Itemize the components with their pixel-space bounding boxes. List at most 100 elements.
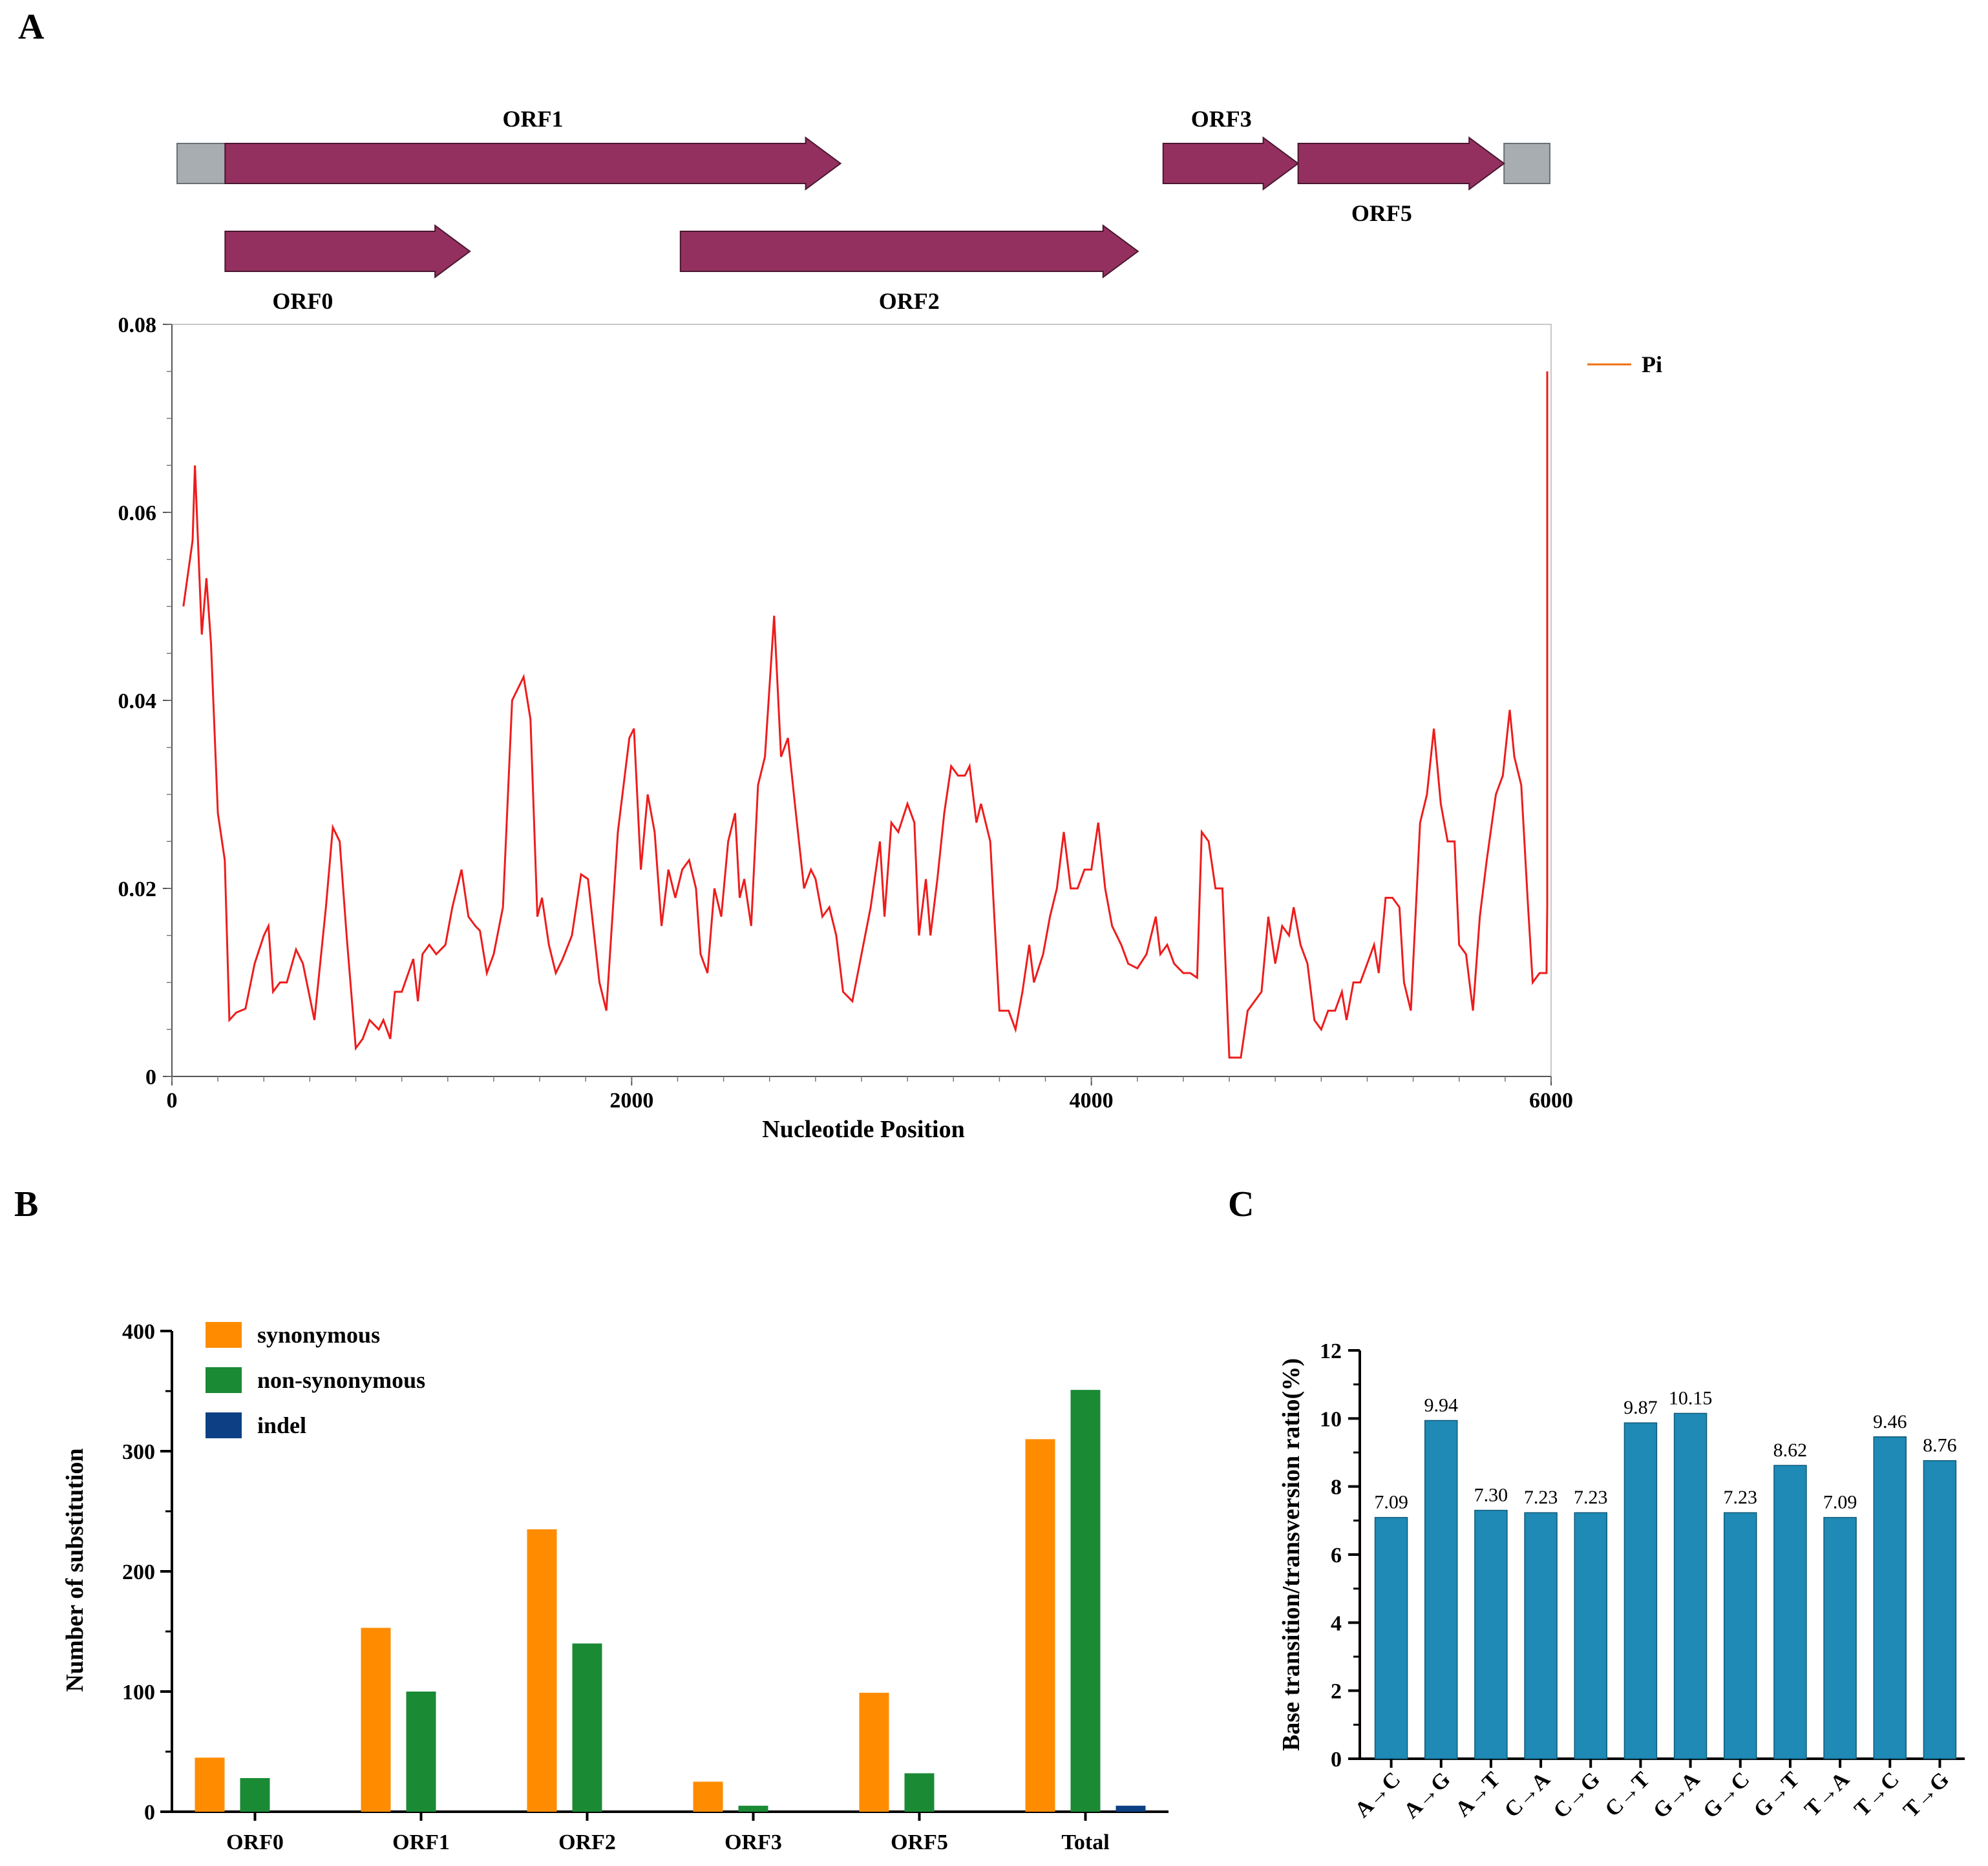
sub-x-tick-label: ORF5 [891,1830,948,1854]
orf-label-orf3: ORF3 [1191,106,1252,132]
tr-x-tick-label: A→C [1350,1767,1405,1822]
tr-x-tick-label: T→G [1899,1767,1954,1822]
tr-data-label: 9.87 [1623,1397,1658,1418]
tr-x-tick-label: G→A [1649,1767,1705,1823]
sub-y-tick-label: 300 [122,1440,155,1464]
tr-data-label: 8.62 [1773,1440,1808,1461]
bar-synonymous-orf3 [693,1781,723,1812]
pi-x-tick-label: 4000 [1070,1089,1114,1113]
legend-swatch-indel [206,1412,242,1438]
sub-x-tick-label: Total [1061,1830,1109,1854]
genome-map: ORF1 ORF0 ORF2 ORF3 ORF5 [176,106,1550,314]
pi-y-tick-label: 0 [145,1065,156,1089]
bar-synonymous-orf2 [527,1529,557,1812]
orf-arrow-orf0 [224,224,471,278]
bar-synonymous-total [1025,1439,1055,1812]
tr-bar-7 [1724,1512,1757,1759]
sub-x-tick-label: ORF1 [392,1830,450,1854]
tr-y-tick-label: 0 [1331,1748,1342,1772]
tr-bar-1 [1424,1420,1458,1759]
bar-indel-total [1116,1805,1146,1812]
tr-bar-0 [1374,1516,1408,1759]
tr-data-label: 9.94 [1424,1394,1459,1416]
tr-bar-11 [1923,1460,1957,1759]
tr-y-tick-label: 10 [1320,1407,1342,1431]
tr-x-tick-label: G→T [1750,1767,1804,1822]
tr-data-label: 7.23 [1574,1487,1608,1508]
bar-non-synonymous-orf0 [240,1777,270,1812]
transition-chart: 0 2 4 6 8 10 12 7.09 A→C 9.94 A→G 7.30 A→T 7.23 C→A 7.… [1278,1339,1965,1823]
pi-y-tick-label: 0.08 [118,313,157,337]
pi-x-tick-label: 6000 [1529,1089,1573,1113]
tr-data-label: 7.23 [1524,1487,1558,1508]
bar-synonymous-orf0 [195,1757,225,1812]
tr-y-tick-label: 4 [1331,1611,1342,1635]
tr-x-tick-label: T→C [1850,1767,1904,1821]
orf-label-orf1: ORF1 [502,106,563,132]
pi-series-line [182,371,1549,1059]
pi-legend-label: Pi [1642,351,1662,377]
tr-x-tick-label: G→C [1698,1767,1754,1823]
tr-y-tick-label: 6 [1331,1544,1342,1567]
sub-y-axis-title: Number of substitution [61,1448,89,1692]
sub-y-tick-label: 0 [144,1801,155,1825]
legend-swatch-non-synonymous [206,1367,242,1393]
orf-arrow-orf3 [1162,136,1300,191]
panel-label-c: C [1228,1184,1254,1224]
tr-bar-8 [1773,1465,1807,1759]
tr-bar-3 [1524,1512,1558,1759]
sub-y-tick-label: 200 [122,1560,155,1584]
pi-y-tick-label: 0.04 [118,689,157,713]
pi-y-tick-label: 0.02 [118,877,157,901]
tr-x-tick-label: C→G [1549,1767,1605,1823]
panel-label-a: A [18,7,45,47]
utr-box-2 [1503,143,1550,184]
tr-x-tick-label: C→A [1500,1767,1555,1822]
pi-y-tick-label: 0.06 [118,501,157,525]
bar-non-synonymous-total [1070,1390,1101,1812]
panel-label-b: B [14,1184,38,1224]
pi-x-axis-title: Nucleotide Position [762,1116,964,1143]
tr-bar-4 [1574,1512,1607,1759]
legend-label-indel: indel [257,1412,306,1438]
tr-data-label: 7.23 [1724,1487,1758,1508]
tr-x-tick-label: T→A [1800,1767,1854,1821]
legend-label-non-synonymous: non-synonymous [257,1367,425,1393]
tr-x-tick-label: A→T [1451,1767,1505,1821]
sub-x-tick-label: ORF2 [558,1830,616,1854]
tr-data-label: 7.09 [1823,1492,1857,1513]
tr-data-label: 9.46 [1873,1411,1907,1432]
sub-x-tick-label: ORF0 [226,1830,284,1854]
tr-data-label: 10.15 [1669,1387,1713,1409]
tr-bar-10 [1873,1436,1907,1759]
tr-data-label: 8.76 [1923,1435,1957,1456]
pi-x-tick-label: 2000 [609,1089,653,1113]
sub-y-tick-label: 400 [122,1320,155,1344]
utr-box-1 [176,143,226,184]
sub-y-tick-label: 100 [122,1681,155,1704]
bar-non-synonymous-orf3 [738,1805,768,1812]
pi-x-tick-label: 0 [167,1089,178,1113]
tr-x-tick-label: C→T [1600,1767,1655,1821]
tr-data-label: 7.09 [1374,1492,1408,1513]
tr-bar-5 [1623,1422,1658,1759]
tr-bar-9 [1823,1516,1857,1759]
tr-x-tick-label: A→G [1399,1767,1455,1823]
orf-label-orf2: ORF2 [879,288,940,314]
tr-y-tick-label: 12 [1320,1339,1342,1363]
tr-data-label: 7.30 [1474,1485,1508,1506]
pi-plot-frame [171,324,1552,1077]
legend-label-synonymous: synonymous [257,1322,380,1348]
orf-arrow-orf5 [1297,136,1505,191]
bar-non-synonymous-orf1 [406,1692,436,1812]
tr-y-axis-title: Base transition/transversion ratio(%) [1278,1358,1305,1751]
orf-label-orf5: ORF5 [1351,200,1412,226]
legend-swatch-synonymous [206,1322,242,1348]
orf-arrow-orf2 [679,224,1139,278]
tr-y-tick-label: 8 [1331,1476,1342,1500]
sub-x-tick-label: ORF3 [724,1830,782,1854]
orf-label-orf0: ORF0 [272,288,333,314]
orf-arrow-orf1 [224,136,842,191]
